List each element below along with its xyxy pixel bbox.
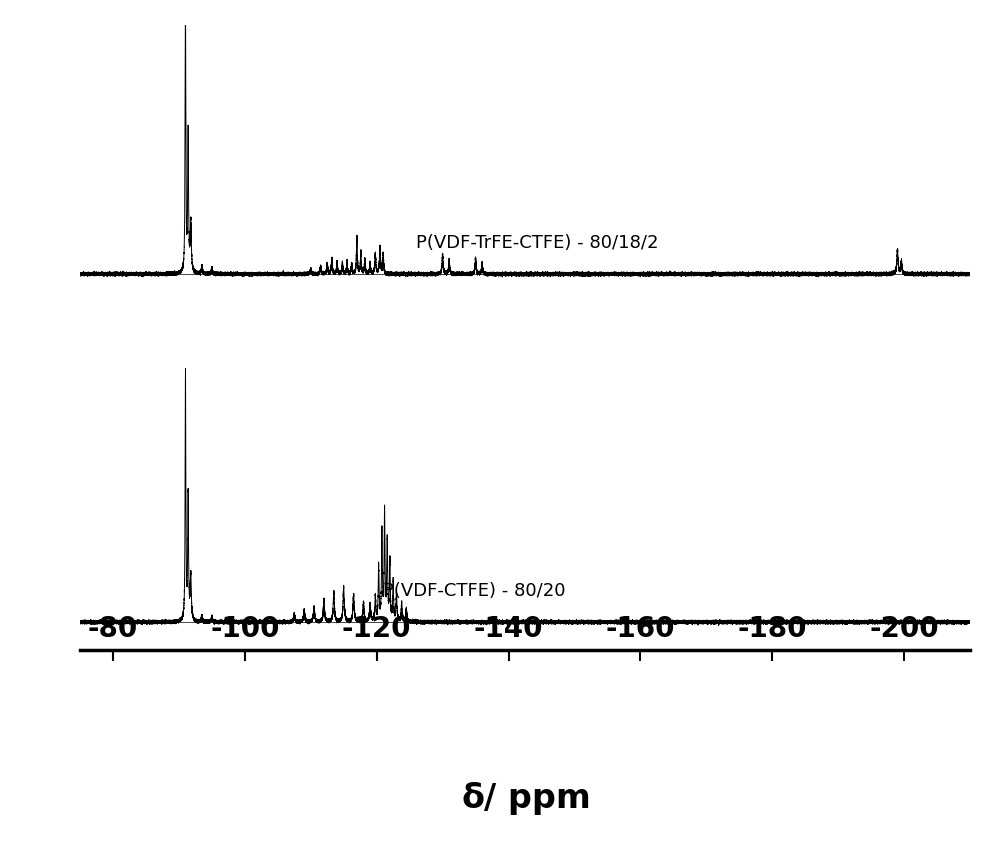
Text: P(VDF-CTFE) - 80/20: P(VDF-CTFE) - 80/20 bbox=[383, 582, 566, 600]
Text: $\mathbf{\delta}$/ ppm: $\mathbf{\delta}$/ ppm bbox=[461, 780, 589, 817]
Text: P(VDF-TrFE-CTFE) - 80/18/2: P(VDF-TrFE-CTFE) - 80/18/2 bbox=[416, 234, 659, 252]
